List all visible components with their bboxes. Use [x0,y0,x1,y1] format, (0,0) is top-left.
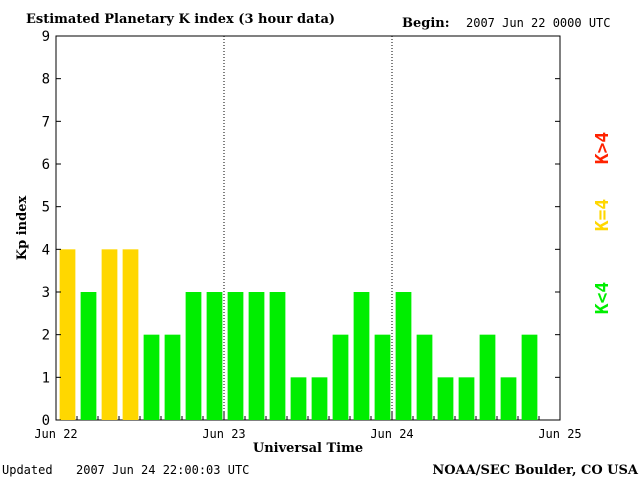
begin-value: 2007 Jun 22 0000 UTC [466,16,611,30]
kp-bar [395,292,412,420]
y-tick-label: 7 [42,114,50,130]
x-tick-label: Jun 23 [202,427,245,441]
y-tick-label: 9 [42,29,50,45]
updated-value: 2007 Jun 24 22:00:03 UTC [76,463,249,477]
legend-mid-label: K=4 [592,199,613,232]
legend-high-label: K>4 [592,132,613,165]
y-tick-label: 5 [42,200,50,216]
y-tick-label: 3 [42,285,50,301]
y-tick-label: 8 [42,72,50,88]
kp-bar [185,292,202,420]
kp-bar [269,292,286,420]
kp-bar [290,377,307,420]
legend-low-label: K<4 [592,282,613,315]
kp-bar [437,377,454,420]
y-tick-label: 1 [42,370,50,386]
kp-bar [311,377,328,420]
kp-bar [500,377,517,420]
kp-bar [479,334,496,420]
kp-bar [458,377,475,420]
begin-label: Begin: [402,16,450,31]
kp-bar [101,249,118,420]
y-tick-label: 6 [42,157,50,173]
kp-bar [143,334,160,420]
x-tick-label: Jun 22 [34,427,77,441]
kp-bar [206,292,223,420]
kp-bar [416,334,433,420]
source-credit: NOAA/SEC Boulder, CO USA [432,463,639,478]
kp-bar [374,334,391,420]
kp-bar [59,249,76,420]
kp-bar [80,292,97,420]
chart-title: Estimated Planetary K index (3 hour data… [26,12,335,27]
kp-bar [227,292,244,420]
updated-label: Updated [2,463,53,477]
kp-bar [164,334,181,420]
x-tick-label: Jun 25 [538,427,581,441]
y-axis-label: Kp index [15,196,30,261]
kp-bar [521,334,538,420]
kp-bar [248,292,265,420]
y-tick-label: 0 [42,413,50,429]
x-axis-label: Universal Time [253,441,363,456]
y-tick-label: 2 [42,328,50,344]
y-tick-label: 4 [42,242,50,258]
kp-bar [332,334,349,420]
plot-area: 0 1 2 3 4 5 6 7 8 9 Jun 22 Jun 23 Jun 24 Jun 25 [34,29,581,441]
kp-bar [122,249,139,420]
x-tick-label: Jun 24 [370,427,413,441]
kp-bar [353,292,370,420]
